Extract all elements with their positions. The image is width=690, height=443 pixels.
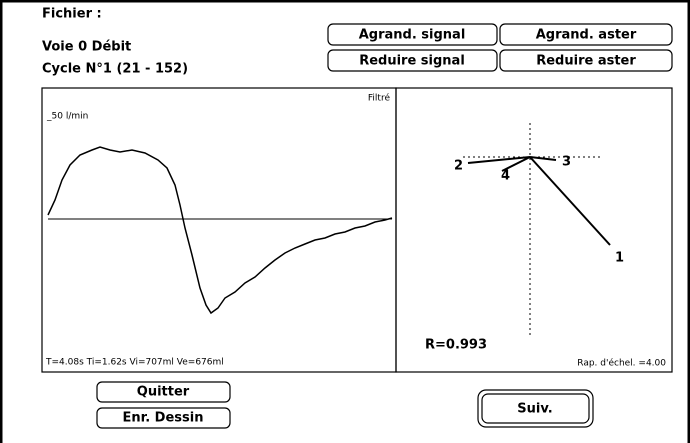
button-label[interactable]: Reduire signal xyxy=(359,54,465,69)
channel-label: Voie 0 Débit xyxy=(42,40,131,55)
vector xyxy=(501,156,531,172)
vector-label: 3 xyxy=(562,155,571,170)
button[interactable]: Quitter xyxy=(96,381,231,403)
aster-panel xyxy=(395,87,673,373)
button-label[interactable]: Quitter xyxy=(137,385,190,400)
vector xyxy=(529,156,557,161)
ratio-label: Rap. d'échel. =4.00 xyxy=(577,358,666,369)
button-label[interactable]: Suiv. xyxy=(517,402,552,417)
vector-label: 1 xyxy=(615,251,624,266)
button[interactable]: Reduire signal xyxy=(327,49,498,72)
button[interactable]: Agrand. aster xyxy=(499,23,673,46)
filter-label: Filtré xyxy=(368,93,391,104)
stats-label: T=4.08s Ti=1.62s Vi=707ml Ve=676ml xyxy=(45,358,224,368)
button-label[interactable]: Enr. Dessin xyxy=(123,411,204,426)
vector-label: 4 xyxy=(501,169,510,184)
waveform xyxy=(47,146,393,315)
button[interactable]: Enr. Dessin xyxy=(96,407,231,429)
button[interactable]: Reduire aster xyxy=(499,49,673,72)
button-label[interactable]: Agrand. signal xyxy=(359,28,466,43)
r-label: R=0.993 xyxy=(425,338,487,353)
cycle-label: Cycle N°1 (21 - 152) xyxy=(42,62,188,77)
vector xyxy=(529,156,611,246)
scale-label: _50 l/min xyxy=(46,112,88,122)
vector-label: 2 xyxy=(454,159,463,174)
button-label[interactable]: Reduire aster xyxy=(536,54,636,69)
button-label[interactable]: Agrand. aster xyxy=(536,28,637,43)
file-label: Fichier : xyxy=(42,7,102,22)
vector xyxy=(467,156,531,164)
button[interactable]: Agrand. signal xyxy=(327,23,498,46)
button[interactable]: Suiv. xyxy=(477,389,594,428)
